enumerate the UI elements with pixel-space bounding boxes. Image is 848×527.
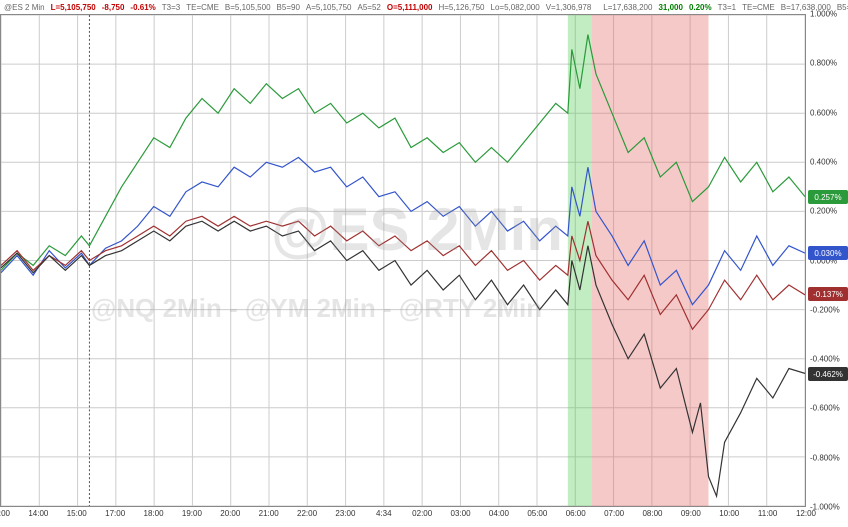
y-tick-label: -1.000%: [810, 503, 840, 512]
price-tag-rty: -0.462%: [808, 367, 848, 381]
chart-header: @ES 2 MinL=5,105,750-8,750-0.61%T3=3TE=C…: [0, 0, 848, 14]
x-tick-label: 4:34: [376, 509, 392, 518]
y-tick-label: -0.200%: [810, 305, 840, 314]
y-tick-label: -0.800%: [810, 453, 840, 462]
x-tick-label: 22:00: [297, 509, 317, 518]
y-tick-label: 0.600%: [810, 108, 837, 117]
x-tick-label: 15:00: [67, 509, 87, 518]
x-tick-label: 17:00: [105, 509, 125, 518]
price-tag-nq: 0.257%: [808, 190, 848, 204]
x-tick-label: 11:00: [758, 509, 777, 518]
price-tag-ym: -0.137%: [808, 287, 848, 301]
y-tick-label: -0.400%: [810, 355, 840, 364]
y-axis-labels: 1.000%0.800%0.600%0.400%0.200%0.000%-0.2…: [808, 14, 848, 507]
y-tick-label: -0.600%: [810, 404, 840, 413]
x-tick-label: 20:00: [220, 509, 240, 518]
x-tick-label: 09:00: [681, 509, 701, 518]
y-tick-label: 0.200%: [810, 207, 837, 216]
x-tick-label: 14:00: [28, 509, 48, 518]
price-chart: @ES 2Min @NQ 2Min - @YM 2Min - @RTY 2Min: [0, 14, 806, 507]
x-tick-label: 02:00: [412, 509, 432, 518]
y-tick-label: 0.800%: [810, 59, 837, 68]
x-tick-label: 13:00: [0, 509, 10, 518]
price-tag-es: 0.030%: [808, 246, 848, 260]
y-tick-label: 1.000%: [810, 10, 837, 19]
x-axis-labels: 13:00 14:00 15:00 17:00 18:00 19:00 20:00 21:00…: [0, 509, 806, 523]
x-tick-label: 18:00: [144, 509, 164, 518]
x-tick-label: 06:00: [566, 509, 586, 518]
x-tick-label: 07:00: [604, 509, 624, 518]
x-tick-label: 21:00: [259, 509, 279, 518]
x-tick-label: 05:00: [527, 509, 547, 518]
x-tick-label: 19:00: [182, 509, 202, 518]
x-tick-label: 03:00: [451, 509, 471, 518]
x-tick-label: 08:00: [642, 509, 662, 518]
x-tick-label: 04:00: [489, 509, 509, 518]
x-tick-label: 23:00: [335, 509, 355, 518]
x-tick-label: 10:00: [719, 509, 739, 518]
y-tick-label: 0.400%: [810, 157, 837, 166]
